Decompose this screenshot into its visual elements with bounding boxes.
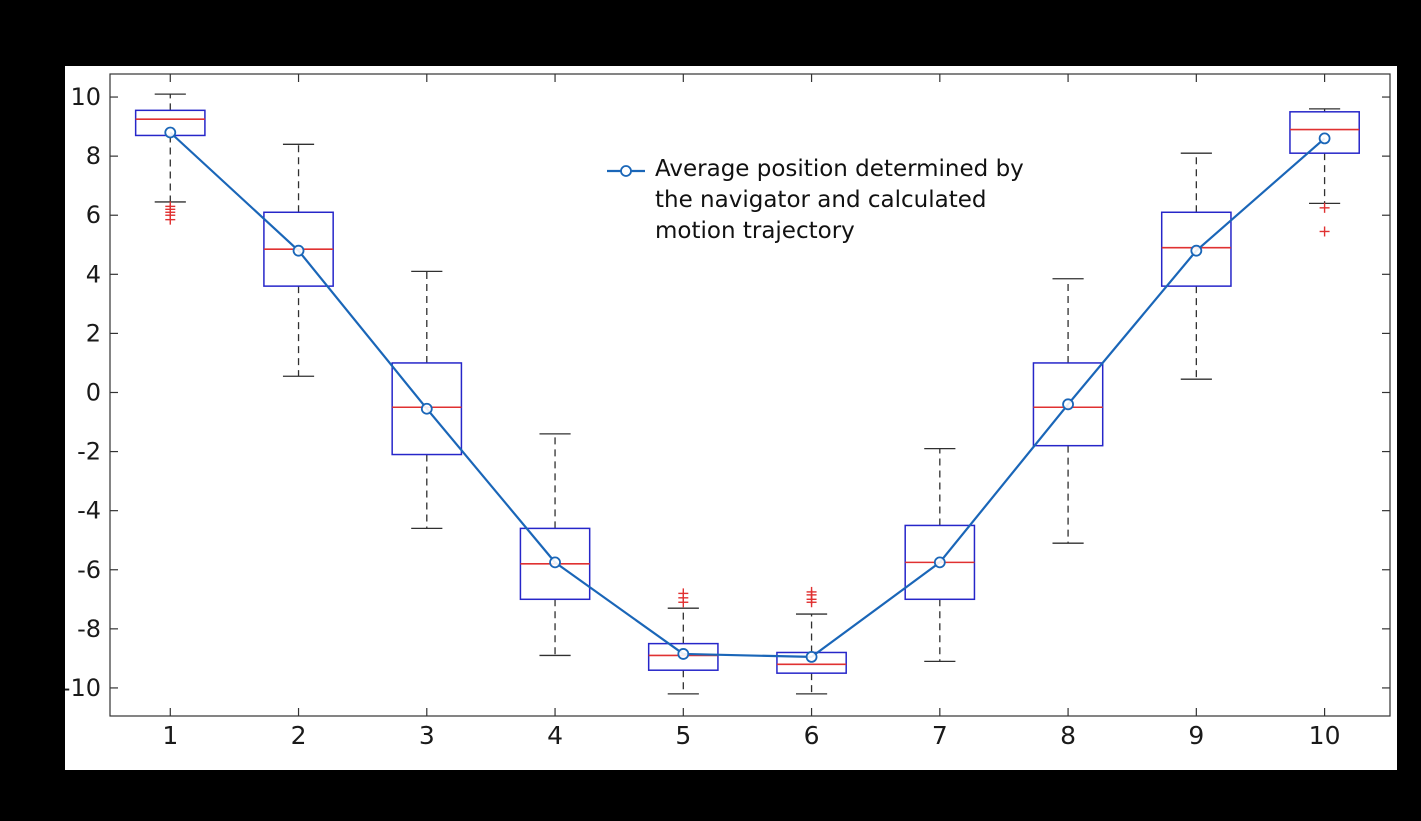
mean-marker-icon [1318,132,1331,145]
x-tick-label: 8 [1060,721,1076,750]
mean-marker-icon [1190,244,1203,257]
box [647,642,719,671]
legend-label-line-1: Average position determined by [655,156,1024,182]
x-tick-label: 7 [932,721,948,750]
figure: 1 2 3 4 5 6 7 8 9 10 -10 -8 -6 -4 -2 0 2 4 6 8 10 Average po… [65,66,1397,770]
legend-label-line-3: motion trajectory [655,218,855,245]
y-tick-label: 6 [86,201,101,229]
x-tick-label: 10 [1309,721,1341,750]
box [1289,111,1360,154]
box [391,362,463,456]
y-tick-label: -10 [65,674,101,702]
x-tick-label: 9 [1188,721,1204,750]
x-tick-label: 4 [547,721,563,750]
y-tick-label: -8 [77,615,101,643]
mean-marker-icon [292,244,305,257]
mean-marker-icon [549,556,561,569]
y-tick-label: -2 [77,438,101,466]
y-tick-label: 2 [86,319,101,347]
boxplot-chart: 1 2 3 4 5 6 7 8 9 10 -10 -8 -6 -4 -2 0 2 4 6 8 10 [65,73,1391,750]
mean-marker-icon [164,126,177,139]
legend-label-line-2: the navigator and calculated [655,187,987,214]
mean-line [169,131,1326,659]
mean-marker-icon [677,648,690,660]
x-tick-label: 2 [291,721,307,750]
y-tick-label: -4 [77,497,101,525]
mean-marker-icon [933,556,946,569]
mean-marker-icon [1062,398,1074,411]
x-tick-label: 3 [419,721,435,750]
mean-marker-icon [805,651,818,663]
box [1160,211,1232,287]
legend: Average position determined by the navig… [605,154,1024,247]
y-tick-label: 8 [86,142,101,170]
y-tick-label: 0 [86,378,101,406]
y-tick-label: 4 [86,260,101,288]
x-tick-label: 1 [162,721,178,750]
legend-line-marker-icon [607,165,645,177]
mean-marker-icon [420,402,433,415]
y-tick-label: -6 [77,556,101,584]
box [1032,362,1104,447]
x-tick-label: 6 [804,721,820,750]
axes-frame [109,73,1391,717]
x-tick-label: 5 [675,721,691,750]
legend-label: Average position determined by the navig… [655,154,1024,247]
y-tick-label: 10 [70,83,101,111]
